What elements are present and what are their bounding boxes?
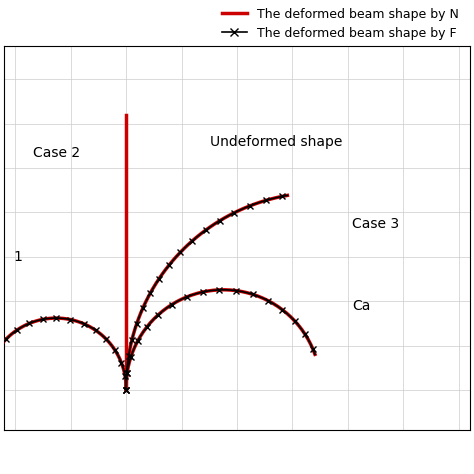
- Legend: The deformed beam shape by N, The deformed beam shape by F: The deformed beam shape by N, The deform…: [217, 2, 464, 45]
- Text: Case 3: Case 3: [352, 217, 400, 231]
- Text: 1: 1: [13, 250, 22, 264]
- Text: Ca: Ca: [352, 299, 371, 313]
- Text: Undeformed shape: Undeformed shape: [210, 135, 343, 149]
- Text: Case 2: Case 2: [33, 146, 80, 160]
